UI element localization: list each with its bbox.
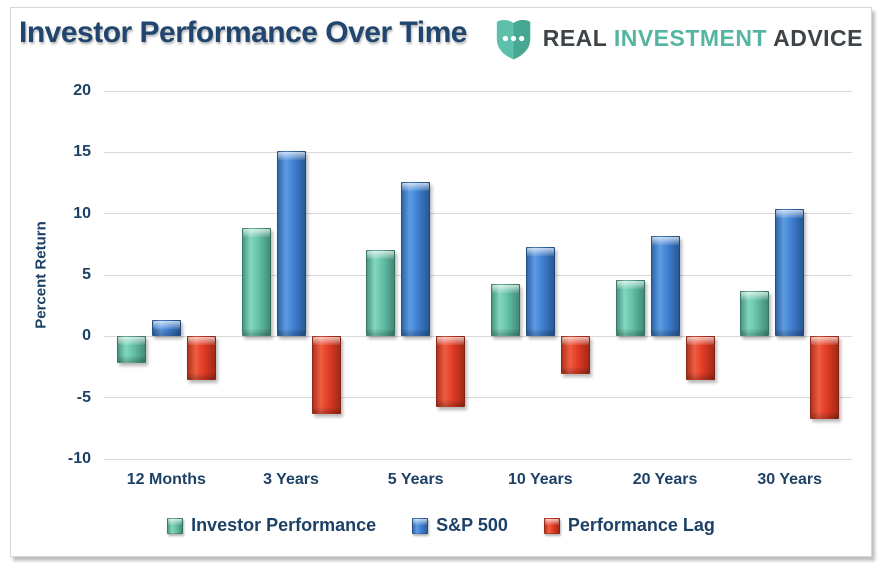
legend-item: Investor Performance (167, 515, 376, 536)
bar-group (229, 91, 354, 459)
gridline (104, 335, 852, 337)
legend-item: S&P 500 (412, 515, 508, 536)
bar (401, 181, 431, 337)
y-tick-label: 0 (82, 327, 91, 345)
x-axis-label: 12 Months (126, 471, 206, 488)
bar (775, 208, 805, 337)
bar-group (478, 91, 603, 459)
chart-header: Investor Performance Over Time REAL INVE… (11, 8, 871, 72)
x-axis-labels: 12 Months 3 Years 5 Years 10 Years 20 Years 3… (104, 471, 852, 489)
brand-wordmark: REAL INVESTMENT ADVICE (543, 25, 863, 52)
y-tick-label: -10 (67, 450, 91, 467)
bar (810, 336, 840, 419)
gridline (104, 213, 852, 215)
x-axis-label: 10 Years (508, 471, 573, 488)
bar (436, 336, 466, 408)
bar (615, 279, 645, 337)
bar (525, 246, 555, 337)
y-tick-label: -5 (76, 388, 91, 406)
legend-label: Investor Performance (191, 515, 377, 535)
bar (366, 250, 396, 337)
legend-item: Performance Lag (543, 515, 715, 536)
legend: Investor Performance S&P 500 Performance L… (11, 515, 871, 536)
legend-label: Performance Lag (567, 515, 715, 535)
brand-word-real: REAL (542, 25, 607, 51)
brand-word-investment: INVESTMENT (613, 25, 768, 51)
bar-groups-layer (104, 91, 852, 459)
bar (116, 336, 146, 364)
chart-frame: Investor Performance Over Time REAL INVE… (10, 7, 872, 557)
bar-group (104, 91, 229, 459)
bar (276, 151, 306, 337)
bar (740, 290, 770, 337)
bar-group (727, 91, 852, 459)
x-axis-label: 3 Years (263, 471, 319, 488)
y-tick-label: 15 (73, 143, 91, 161)
gridline (104, 458, 852, 460)
bar (151, 320, 181, 337)
legend-swatch-icon (412, 517, 429, 534)
y-tick-label: 5 (82, 266, 91, 283)
gridline (104, 397, 852, 399)
bar (186, 336, 216, 381)
shield-ellipsis-icon (496, 20, 530, 60)
x-axis-label: 20 Years (632, 471, 698, 488)
x-axis-label: 5 Years (387, 471, 444, 488)
y-tick-label: 20 (73, 82, 91, 99)
chart-title: Investor Performance Over Time (19, 16, 467, 49)
bar (311, 336, 341, 414)
legend-label: S&P 500 (436, 515, 508, 535)
bar (650, 235, 680, 337)
bar-group (353, 91, 478, 459)
bar (490, 283, 520, 337)
y-tick-label: 10 (73, 204, 91, 222)
gridline (104, 274, 852, 276)
legend-swatch-icon (167, 517, 184, 534)
bar-group (603, 91, 728, 459)
gridline (104, 151, 852, 153)
bar (560, 336, 590, 375)
plot-area (104, 90, 852, 460)
bar (685, 336, 715, 381)
y-axis-tick-labels: 20 15 10 5 0 -5 -10 (11, 82, 97, 467)
brand-logo: REAL INVESTMENT ADVICE (493, 16, 863, 61)
bar (241, 228, 271, 337)
x-axis-label: 30 Years (757, 471, 823, 488)
gridline (104, 90, 852, 92)
brand-word-advice: ADVICE (773, 25, 863, 51)
legend-swatch-icon (543, 517, 560, 534)
